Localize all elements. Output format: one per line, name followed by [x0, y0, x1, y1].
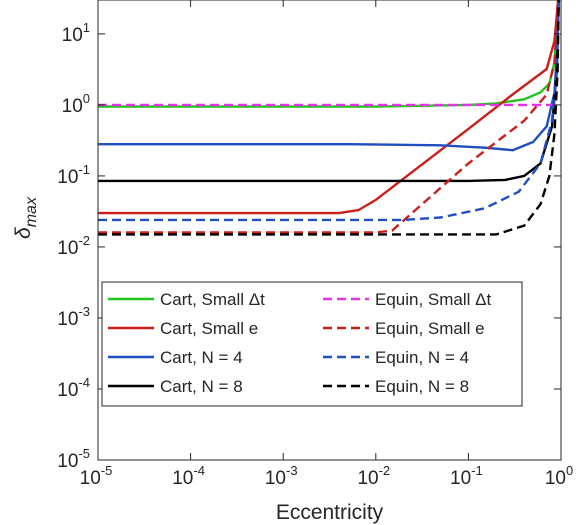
- y-tick-label-5: 10-1: [57, 162, 90, 188]
- x-tick-label-3-exp: -3: [286, 463, 298, 478]
- legend-label-8: Equin, N = 8: [375, 377, 469, 396]
- y-tick-label-7-base: 10: [62, 25, 83, 46]
- y-tick-label-5-exp: -1: [78, 162, 90, 177]
- series-layer: [98, 0, 560, 236]
- legend-label-4: Cart, N = 8: [160, 377, 243, 396]
- legend-label-5: Equin, Small Δt: [375, 290, 492, 309]
- y-axis-label: δmax: [12, 196, 40, 239]
- x-tick-label-6-base: 10: [545, 468, 566, 489]
- legend-label-1: Cart, Small Δt: [160, 290, 265, 309]
- y-tick-label-6-base: 10: [62, 96, 83, 117]
- x-tick-label-3: 10-3: [265, 463, 298, 489]
- x-tick-label-5-exp: -1: [471, 463, 483, 478]
- y-tick-label-3-exp: -3: [78, 304, 90, 319]
- x-tick-label-2-exp: -4: [193, 463, 205, 478]
- y-tick-label-6-exp: 0: [83, 91, 90, 106]
- series-line-2: [98, 0, 560, 215]
- x-axis-label: Eccentricity: [276, 501, 384, 524]
- ticks-layer: 10-5 10-4 10-3 10-2 10-1 10010-510-410-310-21…: [57, 0, 573, 489]
- legend-label-3: Cart, N = 4: [160, 348, 243, 367]
- x-tick-label-6: 100: [545, 463, 573, 489]
- y-tick-label-4-exp: -2: [78, 233, 90, 248]
- legend: Cart, Small Δt Cart, Small e Cart, N = 4 Ca…: [101, 281, 523, 407]
- legend-label-6: Equin, Small e: [375, 319, 485, 338]
- y-tick-label-7-exp: 1: [83, 20, 90, 35]
- y-tick-label-3: 10-3: [57, 304, 90, 330]
- y-tick-label-7: 101: [62, 20, 90, 46]
- y-axis-label-main: δ: [12, 227, 35, 239]
- plot-frame: [97, 0, 562, 461]
- x-tick-label-2: 10-4: [172, 463, 205, 489]
- y-axis-label-sub: max: [23, 196, 40, 227]
- y-tick-label-1: 10-5: [57, 446, 90, 472]
- x-tick-label-2-base: 10: [172, 468, 193, 489]
- x-tick-label-4: 10-2: [357, 463, 390, 489]
- y-tick-label-6: 100: [62, 91, 90, 117]
- x-tick-label-5: 10-1: [450, 463, 483, 489]
- y-tick-label-2: 10-4: [57, 375, 90, 401]
- x-tick-label-3-base: 10: [265, 468, 286, 489]
- x-tick-label-4-exp: -2: [379, 463, 391, 478]
- y-tick-label-3-base: 10: [57, 309, 78, 330]
- series-line-8: [98, 0, 560, 236]
- y-tick-label-1-base: 10: [57, 451, 78, 472]
- y-tick-label-2-base: 10: [57, 380, 78, 401]
- x-tick-label-4-base: 10: [357, 468, 378, 489]
- x-tick-label-6-exp: 0: [566, 463, 573, 478]
- x-tick-label-1-exp: -5: [101, 463, 113, 478]
- y-tick-label-1-exp: -5: [78, 446, 90, 461]
- x-tick-label-1: 10-5: [80, 463, 113, 489]
- y-tick-label-4-base: 10: [57, 238, 78, 259]
- y-tick-label-4: 10-2: [57, 233, 90, 259]
- legend-label-2: Cart, Small e: [160, 319, 258, 338]
- series-line-7: [98, 0, 560, 222]
- x-tick-label-1-base: 10: [80, 468, 101, 489]
- x-tick-label-5-base: 10: [450, 468, 471, 489]
- legend-label-7: Equin, N = 4: [375, 348, 469, 367]
- legend-box: [101, 281, 523, 407]
- y-tick-label-2-exp: -4: [78, 375, 90, 390]
- series-line-6: [98, 0, 560, 234]
- y-tick-label-5-base: 10: [57, 167, 78, 188]
